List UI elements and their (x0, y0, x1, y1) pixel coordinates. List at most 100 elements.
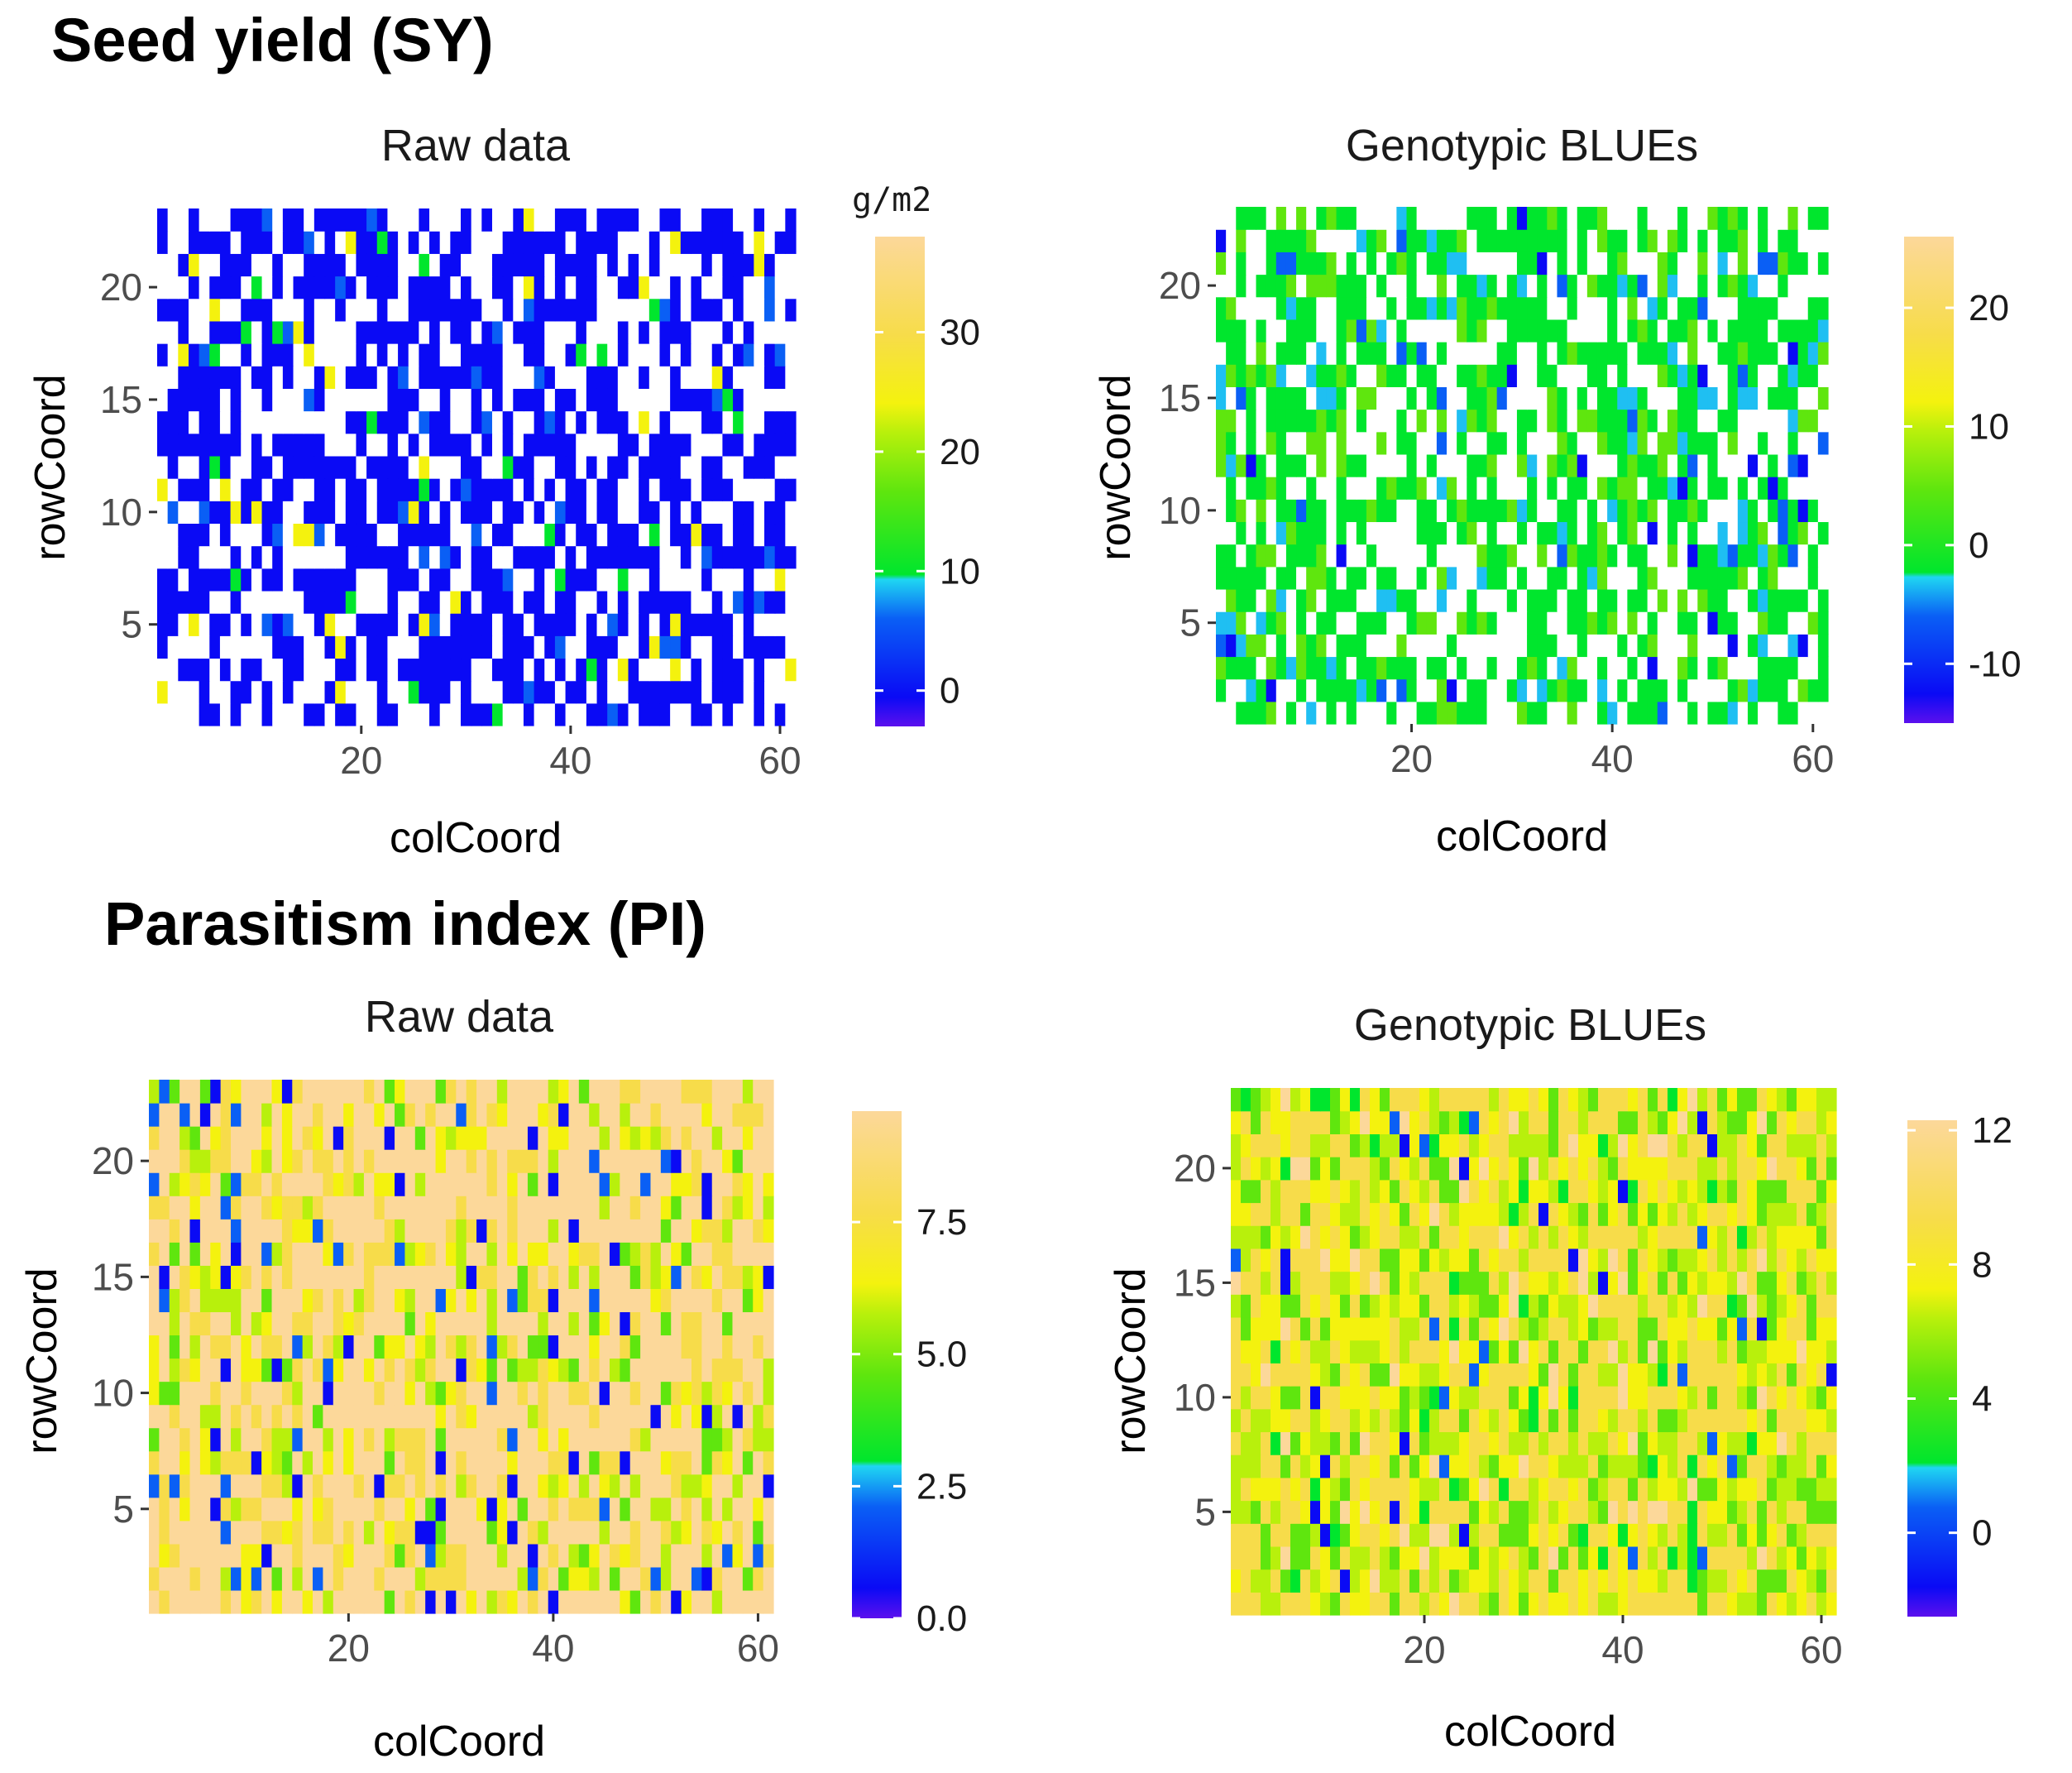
heatmap-cell (353, 1450, 365, 1475)
heatmap-cell (345, 658, 357, 682)
heatmap-cell (722, 1219, 734, 1243)
heatmap-cell (764, 523, 776, 547)
heatmap-cell (578, 1219, 590, 1243)
heatmap-cell (527, 1520, 538, 1545)
heatmap-cell (1737, 386, 1749, 410)
heatmap-cell (333, 1126, 344, 1150)
heatmap-cell (1326, 229, 1337, 252)
heatmap-cell (1797, 566, 1809, 590)
heatmap-cell (313, 1589, 324, 1614)
heatmap-cell (1290, 1569, 1301, 1593)
heatmap-cell (586, 658, 598, 682)
heatmap-cell (230, 208, 242, 232)
heatmap-cell (1390, 1545, 1400, 1570)
heatmap-cell (1617, 252, 1628, 276)
heatmap-cell (1296, 229, 1307, 252)
heatmap-cell (230, 320, 242, 344)
heatmap-cell (1467, 274, 1478, 298)
y-tick-label: 15 (92, 1255, 134, 1298)
heatmap-cell (743, 478, 754, 501)
heatmap-cell (376, 635, 389, 659)
heatmap-cell (1577, 409, 1588, 433)
heatmap-cell (374, 1335, 385, 1359)
heatmap-cell (251, 1404, 262, 1429)
heatmap-cell (722, 1335, 734, 1359)
heatmap-cell (376, 680, 389, 704)
heatmap-cell (1747, 1545, 1758, 1570)
heatmap-cell (159, 1288, 170, 1313)
heatmap-cell (671, 1172, 682, 1196)
heatmap-cell (1251, 1545, 1261, 1570)
heatmap-cell (292, 1404, 304, 1429)
heatmap-cell (419, 298, 430, 322)
heatmap-cell (425, 1427, 437, 1452)
heatmap-cell (302, 1474, 313, 1498)
heatmap-cell (1527, 453, 1538, 477)
heatmap-cell (671, 1450, 682, 1475)
heatmap-cell (261, 1358, 273, 1382)
heatmap-cell (1777, 1386, 1787, 1410)
heatmap-cell (333, 1080, 344, 1104)
heatmap-cell (157, 343, 169, 367)
heatmap-cell (691, 1219, 702, 1243)
heatmap-cell (376, 208, 389, 232)
heatmap-cell (1266, 229, 1277, 252)
heatmap-cell (408, 276, 419, 299)
heatmap-cell (261, 1589, 273, 1614)
heatmap-cell (496, 1149, 508, 1173)
heatmap-cell (466, 1080, 477, 1104)
heatmap-cell (1627, 364, 1639, 387)
heatmap-cell (754, 320, 765, 344)
heatmap-cell (681, 1358, 692, 1382)
heatmap-cell (178, 455, 189, 479)
heatmap-cell (188, 501, 200, 525)
heatmap-cell (1396, 566, 1408, 590)
heatmap-cell (1727, 1477, 1738, 1502)
heatmap-cell (1647, 701, 1658, 725)
heatmap-cell (548, 1450, 559, 1475)
heatmap-cell (742, 1126, 754, 1150)
heatmap-cell (1787, 678, 1799, 702)
heatmap-cell (1519, 1500, 1529, 1524)
heatmap-cell (527, 1474, 538, 1498)
heatmap-cell (461, 410, 472, 434)
heatmap-cell (691, 1126, 702, 1150)
heatmap-cell (544, 455, 556, 479)
heatmap-cell (1336, 588, 1347, 612)
heatmap-cell (513, 590, 524, 614)
heatmap-cell (1316, 274, 1328, 298)
heatmap-cell (408, 433, 419, 457)
heatmap-cell (502, 410, 514, 434)
heatmap-cell (210, 1404, 222, 1429)
heatmap-cell (1677, 1523, 1688, 1547)
heatmap-cell (1285, 296, 1297, 320)
heatmap-cell (596, 501, 608, 525)
heatmap-cell (650, 1497, 662, 1521)
heatmap-cell (210, 1242, 222, 1266)
heatmap-cell (548, 1520, 559, 1545)
heatmap-cell (711, 410, 724, 434)
heatmap-cell (1486, 431, 1498, 455)
heatmap-cell (617, 702, 629, 726)
heatmap-cell (1547, 544, 1558, 568)
heatmap-cell (481, 208, 493, 232)
heatmap-cell (1499, 1408, 1510, 1433)
heatmap-cell (209, 366, 221, 389)
heatmap-cell (419, 702, 430, 726)
heatmap-cell (538, 1196, 549, 1220)
heatmap-cell (313, 231, 326, 254)
heatmap-cell (199, 1265, 211, 1289)
heatmap-cell (282, 568, 294, 592)
heatmap-cell (1577, 656, 1588, 680)
heatmap-cell (1548, 1523, 1559, 1547)
heatmap-cell (711, 231, 724, 254)
heatmap-cell (1586, 386, 1598, 410)
section-title-parasitism-index: Parasitism index (PI) (104, 889, 706, 958)
heatmap-cell (1797, 1523, 1807, 1547)
heatmap-cell (764, 276, 776, 299)
heatmap-cell (1737, 431, 1749, 455)
heatmap-cell (1567, 477, 1578, 500)
heatmap-cell (471, 613, 482, 636)
heatmap-cell (1396, 229, 1408, 252)
